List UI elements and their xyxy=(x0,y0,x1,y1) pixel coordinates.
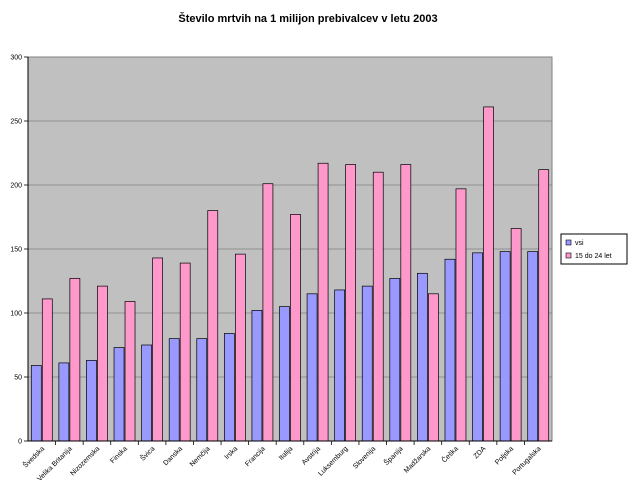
bar-vsi xyxy=(499,251,511,442)
x-tick-label: ZDA xyxy=(473,445,488,460)
y-tick-label: 50 xyxy=(14,375,22,382)
bar-vsi xyxy=(334,289,346,442)
bar-15-do-24-let xyxy=(483,106,494,442)
legend-box xyxy=(560,233,628,265)
bar-vsi xyxy=(168,338,180,442)
bar-15-do-24-let xyxy=(69,278,81,442)
y-tick-label: 0 xyxy=(18,439,22,446)
bar-vsi xyxy=(30,365,42,442)
bar-vsi xyxy=(527,251,539,442)
x-tick-label: Italija xyxy=(278,445,295,462)
x-tick-label: Nizozemska xyxy=(69,445,101,477)
bar-vsi xyxy=(444,258,456,442)
bar-15-do-24-let xyxy=(400,164,412,442)
y-tick-label: 250 xyxy=(10,119,22,126)
bar-vsi xyxy=(251,310,263,442)
legend-swatch-15-do-24-let xyxy=(565,252,572,259)
bar-15-do-24-let xyxy=(372,171,384,442)
bar-15-do-24-let xyxy=(97,285,108,442)
x-tick-label: Slovenija xyxy=(352,445,377,470)
x-tick-label: Španija xyxy=(382,444,405,467)
x-tick-label: Danska xyxy=(162,445,184,467)
chart-title: Število mrtvih na 1 milijon prebivalcev … xyxy=(178,12,437,25)
bar-vsi xyxy=(141,344,152,442)
bars xyxy=(30,106,550,442)
x-tick-label: Finska xyxy=(109,445,129,465)
bar-15-do-24-let xyxy=(428,293,439,442)
x-tick-label: Češka xyxy=(439,444,459,464)
bar-vsi xyxy=(361,285,373,442)
bar-15-do-24-let xyxy=(345,164,357,442)
bar-15-do-24-let xyxy=(124,301,136,442)
bar-15-do-24-let xyxy=(41,298,53,442)
bar-15-do-24-let xyxy=(510,228,522,442)
x-tick-label: Luksemburg xyxy=(317,445,349,477)
legend: vsi 15 do 24 let xyxy=(560,233,628,265)
bar-vsi xyxy=(86,360,97,442)
y-tick-label: 200 xyxy=(10,183,22,190)
x-tick-label: Švica xyxy=(138,444,157,463)
legend-label-15-do-24-let: 15 do 24 let xyxy=(575,253,612,260)
x-tick-label: Irska xyxy=(224,445,240,461)
x-tick-label: Švedska xyxy=(21,444,46,469)
bar-vsi xyxy=(306,293,318,442)
x-tick-label: Madžarska xyxy=(403,445,432,474)
x-tick-label: Portugalska xyxy=(512,445,543,476)
bar-vsi xyxy=(196,338,208,442)
bar-vsi xyxy=(113,347,125,442)
y-tick-label: 150 xyxy=(10,247,22,254)
y-tick-label: 100 xyxy=(10,311,22,318)
x-tick-label: Avstrija xyxy=(301,445,322,466)
bar-15-do-24-let xyxy=(290,214,301,442)
x-tick-label: Francija xyxy=(244,445,267,468)
bar-15-do-24-let xyxy=(234,253,246,442)
bar-15-do-24-let xyxy=(152,257,163,442)
bar-15-do-24-let xyxy=(455,188,467,442)
bar-15-do-24-let xyxy=(262,183,274,442)
bar-vsi xyxy=(417,272,428,442)
legend-label-vsi: vsi xyxy=(575,240,584,247)
bar-vsi xyxy=(58,362,70,442)
bar-vsi xyxy=(223,333,235,442)
bar-15-do-24-let xyxy=(179,262,191,442)
x-tick-label: Nemčija xyxy=(189,445,212,468)
bar-vsi xyxy=(389,278,401,442)
legend-swatch-vsi xyxy=(565,239,572,246)
x-tick-label: Poljska xyxy=(494,445,515,466)
bar-vsi xyxy=(279,306,290,442)
bar-15-do-24-let xyxy=(317,162,329,442)
bar-15-do-24-let xyxy=(207,210,219,442)
y-tick-label: 300 xyxy=(10,55,22,62)
bar-vsi xyxy=(472,252,483,442)
bar-15-do-24-let xyxy=(538,169,550,442)
